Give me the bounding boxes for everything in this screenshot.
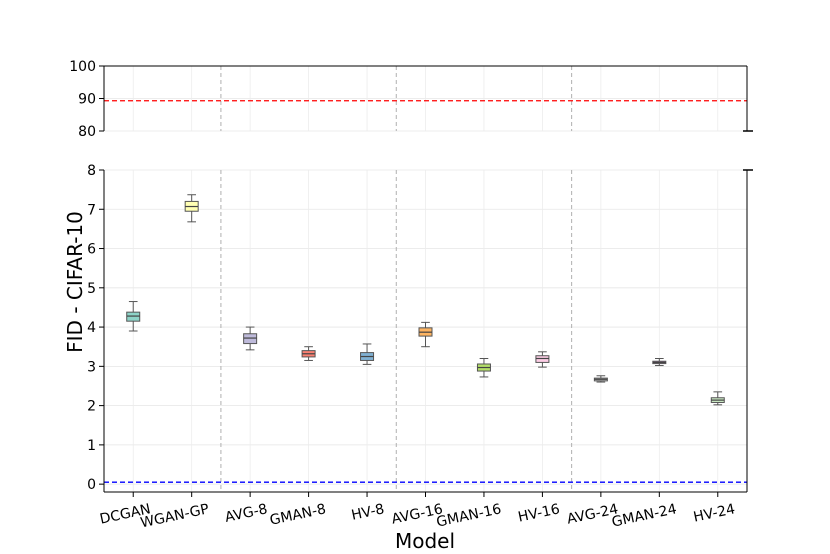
y-tick-label: 1 [87, 438, 96, 454]
y-tick-label: 7 [87, 202, 96, 218]
y-tick-label: 8 [87, 163, 96, 179]
box-gman-24 [652, 357, 667, 367]
box-avg-8 [243, 326, 258, 351]
x-tick-label: HV-16 [517, 501, 562, 525]
box-wgan-gp [184, 194, 199, 223]
y-tick-label: 3 [87, 359, 96, 375]
box-avg-24 [593, 375, 608, 383]
x-tick-label: GMAN-24 [610, 501, 678, 530]
box-hv-24 [710, 391, 725, 406]
box-hv-8 [360, 343, 375, 365]
y-tick-label: 4 [87, 320, 96, 336]
x-tick-label: GMAN-16 [435, 501, 503, 530]
y-tick-label: 80 [78, 124, 96, 140]
x-tick-label: WGAN-GP [139, 501, 210, 531]
box-avg-16 [418, 321, 433, 348]
box-gman-8 [301, 346, 316, 361]
y-tick-label: 5 [87, 281, 96, 297]
x-tick-label: AVG-8 [224, 501, 269, 526]
bottom-panel: 0 1 2 3 4 5 6 7 8 [87, 163, 753, 493]
y-axis-label: FID - CIFAR-10 [63, 211, 87, 353]
x-tick-label: GMAN-8 [268, 501, 327, 528]
y-tick-label: 0 [87, 477, 96, 493]
y-tick-label: 100 [69, 59, 96, 75]
box-dcgan [126, 301, 141, 332]
x-axis-label: Model [395, 529, 455, 553]
y-tick-label: 2 [87, 399, 96, 415]
box-hv-16 [535, 351, 550, 368]
top-panel: 80 90 100 [69, 59, 753, 140]
box-gman-16 [476, 357, 491, 378]
y-tick-label: 90 [78, 92, 96, 108]
y-tick-label: 6 [87, 242, 96, 258]
x-tick-label: HV-8 [350, 501, 386, 524]
x-tick-label: HV-24 [692, 501, 737, 525]
